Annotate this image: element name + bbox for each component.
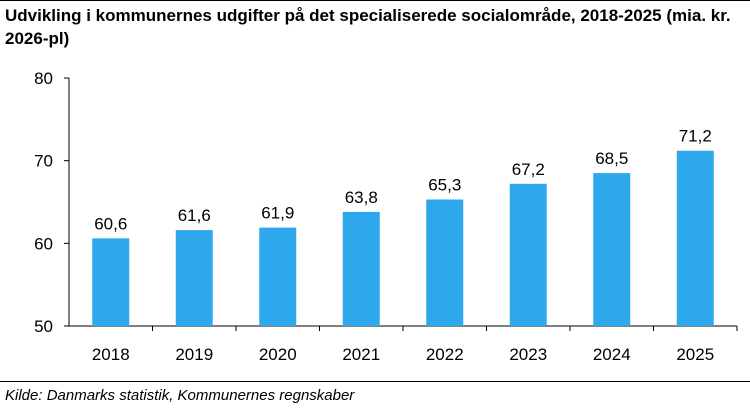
x-tick-label: 2023 <box>509 345 547 364</box>
bar-2020 <box>259 227 297 326</box>
x-tick-label: 2018 <box>92 345 130 364</box>
data-label: 67,2 <box>512 160 545 179</box>
x-tick-label: 2024 <box>593 345 631 364</box>
data-label: 68,5 <box>595 149 628 168</box>
data-label: 63,8 <box>345 188 378 207</box>
x-axis: 2018 2019 2020 2021 2022 2023 2024 2025 <box>69 325 738 364</box>
bar-2025 <box>676 150 714 326</box>
x-tick-label: 2021 <box>342 345 380 364</box>
data-label: 71,2 <box>679 127 712 146</box>
x-tick-label: 2022 <box>426 345 464 364</box>
bar-2021 <box>342 211 380 326</box>
chart-title: Udvikling i kommunernes udgifter på det … <box>5 6 731 48</box>
data-label: 60,6 <box>94 214 127 233</box>
bar-series <box>92 150 714 326</box>
bar-2023 <box>509 183 547 326</box>
y-tick-label: 70 <box>34 152 53 171</box>
y-tick-label: 60 <box>34 234 53 253</box>
data-labels: 60,6 61,6 61,9 63,8 65,3 67,2 68,5 71,2 <box>94 127 712 234</box>
bar-chart: 50 60 70 80 2018 2019 2020 2021 2022 2023 2024 202… <box>34 69 738 364</box>
data-label: 65,3 <box>428 176 461 195</box>
top-rule <box>0 0 750 1</box>
y-tick-label: 80 <box>34 69 53 88</box>
x-tick-label: 2020 <box>259 345 297 364</box>
y-tick-label: 50 <box>34 317 53 336</box>
bar-2022 <box>426 199 464 326</box>
bottom-rule <box>0 381 750 382</box>
x-tick-label: 2025 <box>676 345 714 364</box>
data-label: 61,9 <box>261 204 294 223</box>
bar-2024 <box>593 173 631 326</box>
source-note: Kilde: Danmarks statistik, Kommunernes r… <box>5 387 355 404</box>
y-axis: 50 60 70 80 <box>34 69 70 336</box>
bar-2019 <box>175 230 213 326</box>
bar-2018 <box>92 238 130 326</box>
data-label: 61,6 <box>178 206 211 225</box>
x-tick-label: 2019 <box>175 345 213 364</box>
